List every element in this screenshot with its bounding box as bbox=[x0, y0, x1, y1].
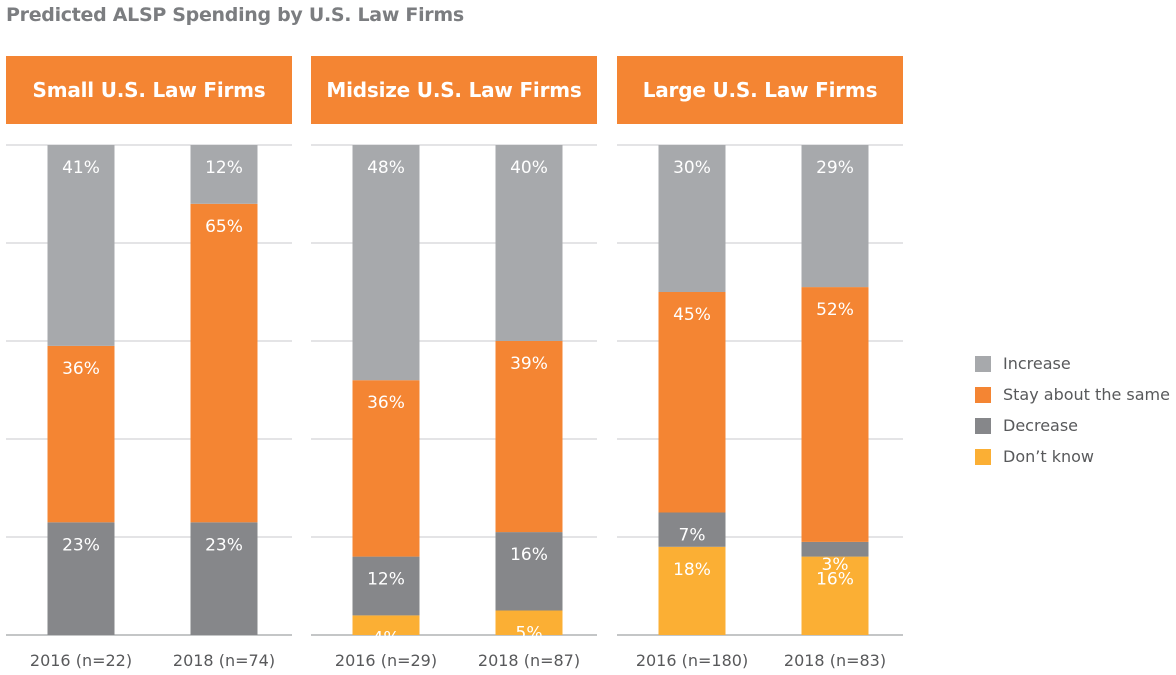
bar-segment-decrease bbox=[352, 556, 420, 616]
data-label: 12% bbox=[205, 158, 243, 178]
data-label: 65% bbox=[205, 217, 243, 237]
panel-small-firms: Small U.S. Law Firms bbox=[6, 56, 292, 124]
legend-item-dont-know: Don’t know bbox=[975, 441, 1170, 472]
legend-label-stay-same: Stay about the same bbox=[1003, 385, 1170, 404]
x-tick-label: 2018 (n=87) bbox=[478, 651, 580, 670]
bar-segment-increase bbox=[352, 145, 420, 381]
bar-segment-stay-about-the-same bbox=[352, 380, 420, 557]
bar-segment-stay-about-the-same bbox=[658, 292, 726, 513]
x-tick-label: 2016 (n=22) bbox=[30, 651, 132, 670]
legend-label-decrease: Decrease bbox=[1003, 416, 1079, 435]
bar-segment-decrease bbox=[495, 532, 563, 611]
bar-segment-decrease bbox=[190, 522, 258, 635]
bar-segment-increase bbox=[658, 145, 726, 292]
data-label: 12% bbox=[367, 570, 405, 590]
data-label: 45% bbox=[673, 305, 711, 325]
legend-swatch-dont-know bbox=[975, 448, 991, 465]
legend-item-decrease: Decrease bbox=[975, 410, 1170, 441]
panel-title-large-firms: Large U.S. Law Firms bbox=[617, 56, 903, 124]
data-label: 39% bbox=[510, 354, 548, 374]
bar-segment-increase bbox=[190, 145, 258, 204]
bar-segment-decrease bbox=[658, 512, 726, 547]
legend-item-stay-same: Stay about the same bbox=[975, 379, 1170, 410]
legend-label-increase: Increase bbox=[1003, 354, 1071, 373]
data-label: 29% bbox=[816, 158, 854, 178]
chart-title: Predicted ALSP Spending by U.S. Law Firm… bbox=[6, 4, 464, 26]
data-label: 18% bbox=[673, 560, 711, 580]
panel-title-midsize-firms: Midsize U.S. Law Firms bbox=[311, 56, 597, 124]
data-label: 48% bbox=[367, 158, 405, 178]
data-label: 7% bbox=[679, 526, 706, 546]
data-label: 40% bbox=[510, 158, 548, 178]
bar-segment-increase bbox=[47, 145, 115, 346]
data-label: 16% bbox=[816, 570, 854, 590]
data-label: 30% bbox=[673, 158, 711, 178]
legend-swatch-stay-same bbox=[975, 386, 991, 403]
bar-segment-stay-about-the-same bbox=[495, 341, 563, 533]
x-tick-label: 2016 (n=180) bbox=[636, 651, 748, 670]
data-label: 5% bbox=[516, 624, 543, 644]
data-label: 4% bbox=[373, 628, 400, 648]
panel-large-firms: Large U.S. Law Firms bbox=[617, 56, 903, 124]
data-label: 41% bbox=[62, 158, 100, 178]
x-tick-label: 2018 (n=83) bbox=[784, 651, 886, 670]
bar-segment-don-t-know bbox=[352, 615, 420, 635]
data-label: 23% bbox=[205, 535, 243, 555]
legend-item-increase: Increase bbox=[975, 348, 1170, 379]
x-tick-label: 2016 (n=29) bbox=[335, 651, 437, 670]
legend-label-dont-know: Don’t know bbox=[1003, 447, 1094, 466]
bar-segment-stay-about-the-same bbox=[190, 203, 258, 523]
data-label: 3% bbox=[822, 555, 849, 575]
panel-title-small-firms: Small U.S. Law Firms bbox=[6, 56, 292, 124]
bar-segment-decrease bbox=[801, 541, 869, 557]
bar-segment-stay-about-the-same bbox=[47, 345, 115, 523]
bar-segment-don-t-know bbox=[495, 610, 563, 635]
bar-segment-increase bbox=[801, 145, 869, 288]
data-label: 36% bbox=[367, 393, 405, 413]
legend-swatch-increase bbox=[975, 355, 991, 372]
bar-segment-don-t-know bbox=[658, 546, 726, 635]
data-label: 36% bbox=[62, 359, 100, 379]
bar-segment-don-t-know bbox=[801, 556, 869, 635]
bar-segment-stay-about-the-same bbox=[801, 287, 869, 542]
data-label: 23% bbox=[62, 535, 100, 555]
data-label: 52% bbox=[816, 300, 854, 320]
bar-segment-increase bbox=[495, 145, 563, 341]
x-tick-label: 2018 (n=74) bbox=[173, 651, 275, 670]
legend-swatch-decrease bbox=[975, 417, 991, 434]
data-label: 16% bbox=[510, 545, 548, 565]
bar-segment-decrease bbox=[47, 522, 115, 635]
panel-midsize-firms: Midsize U.S. Law Firms bbox=[311, 56, 597, 124]
legend: Increase Stay about the same Decrease Do… bbox=[975, 348, 1170, 472]
